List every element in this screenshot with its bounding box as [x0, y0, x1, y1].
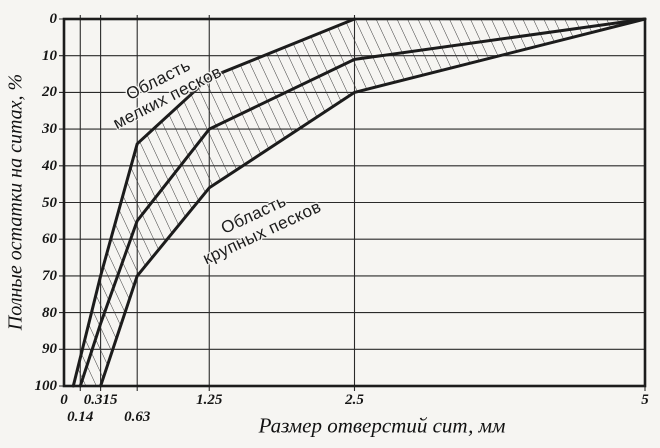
- middle-boundary: [78, 17, 647, 388]
- coarse-sands-lower-boundary: [99, 17, 647, 388]
- fine-sands-upper-boundary: [71, 17, 356, 388]
- fine-sands-region: [73, 19, 646, 386]
- coarse-sands-region: [80, 19, 646, 386]
